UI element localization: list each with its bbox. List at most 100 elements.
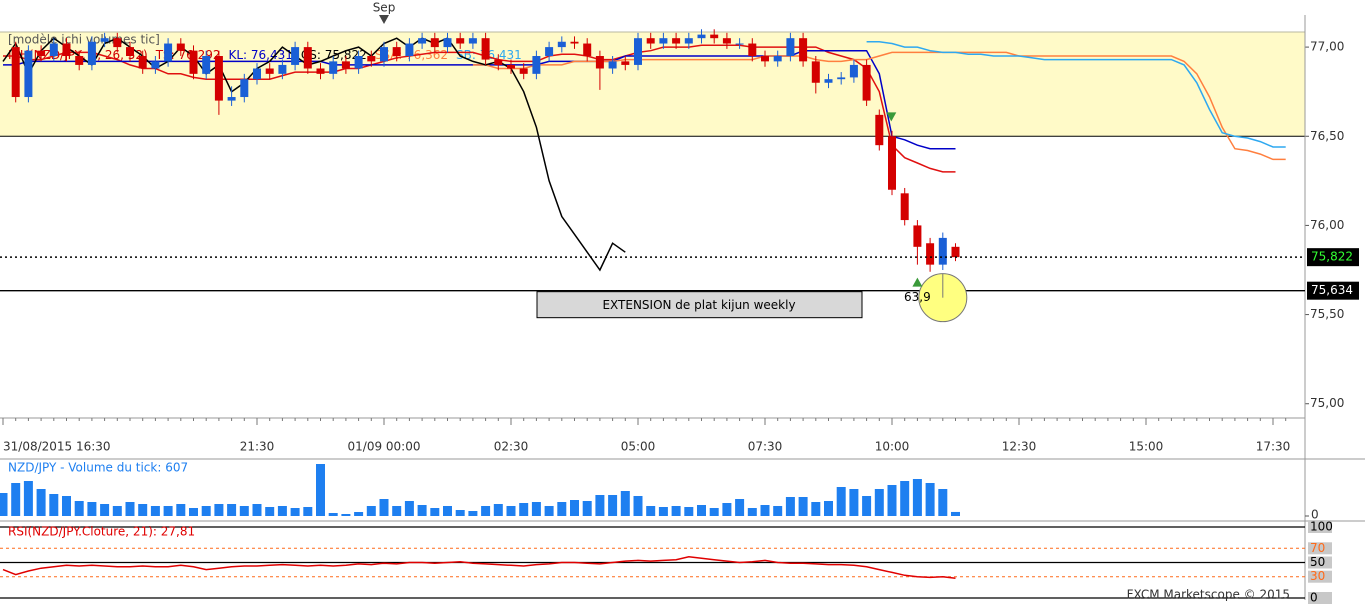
candle-body <box>49 43 58 57</box>
volume-bar <box>862 496 872 516</box>
candle-body <box>37 50 46 57</box>
volume-bar <box>747 508 757 516</box>
volume-bar <box>785 497 795 516</box>
volume-bar <box>938 489 948 516</box>
y-tick-label: 30 <box>1310 569 1325 583</box>
candle-body <box>786 38 795 57</box>
volume-bar <box>646 506 656 516</box>
volume-bar <box>633 496 643 516</box>
volume-bar <box>341 514 351 516</box>
volume-bar <box>798 497 808 516</box>
indicator-line <box>3 44 956 173</box>
candle-body <box>697 34 706 39</box>
candle-body <box>494 59 503 65</box>
volume-bar <box>620 491 630 516</box>
candle-body <box>951 246 960 258</box>
volume-bar <box>74 501 84 516</box>
candle-body <box>291 47 300 65</box>
x-tick-label: 31/08/2015 16:30 <box>3 440 111 454</box>
x-tick-label: 21:30 <box>240 440 275 454</box>
volume-bar <box>735 499 745 516</box>
candle-body <box>418 38 427 44</box>
tick-box <box>1308 542 1332 555</box>
volume-bar <box>912 479 922 516</box>
candle-body <box>799 38 808 62</box>
candle-body <box>608 61 617 69</box>
candle-body <box>443 38 452 48</box>
candle-body <box>138 56 147 69</box>
candle-body <box>722 38 731 44</box>
candle-body <box>164 43 173 62</box>
volume-bar <box>824 501 833 516</box>
volume-bar <box>49 494 59 516</box>
volume-bar <box>150 506 160 516</box>
candle-body <box>405 43 414 57</box>
candle-body <box>532 56 541 74</box>
price-label: 75,634 <box>1311 283 1353 297</box>
candle-body <box>24 50 33 98</box>
month-marker <box>379 15 389 24</box>
volume-bar <box>773 506 783 516</box>
indicator-line <box>2 37 626 272</box>
candle-body <box>761 56 769 62</box>
price-box <box>1307 248 1359 267</box>
candle-body <box>773 56 782 62</box>
candle-body <box>634 38 642 65</box>
volume-bar <box>417 505 427 516</box>
volume-bar <box>684 507 694 516</box>
candle-body <box>303 47 312 69</box>
volume-bar <box>595 495 605 516</box>
signal-arrow <box>886 112 897 122</box>
volume-bar <box>189 508 198 516</box>
marker-label: 63,9 <box>904 290 931 304</box>
volume-bar <box>112 506 122 516</box>
candle-body <box>316 68 325 74</box>
volume-bar <box>671 506 681 516</box>
y-tick-label: 100 <box>1310 520 1333 534</box>
candle-body <box>913 225 922 247</box>
candle-body <box>938 237 947 265</box>
volume-bar <box>557 502 567 516</box>
volume-bar <box>951 511 960 516</box>
y-tick-label: 70 <box>1310 541 1325 555</box>
candle-body <box>151 61 160 69</box>
volume-bar <box>227 504 237 516</box>
volume-bar <box>582 501 592 516</box>
volume-bar <box>404 501 414 516</box>
legend-part: CS: 75,822 <box>301 48 367 62</box>
volume-bar <box>265 507 275 516</box>
candle-body <box>176 43 185 51</box>
x-tick-label: 07:30 <box>748 440 783 454</box>
x-tick-label: 02:30 <box>494 440 529 454</box>
y-tick-label: 0 <box>1310 591 1318 604</box>
volume-bar <box>201 506 211 516</box>
candle-body <box>367 56 376 62</box>
rsi-line <box>2 556 956 580</box>
panel-title: NZD/JPY - Volume du tick: 607 <box>8 461 188 475</box>
month-label: Sep <box>373 1 396 15</box>
volume-bar <box>36 489 46 516</box>
x-tick-label: 12:30 <box>1002 440 1037 454</box>
indicator-line <box>472 51 1286 161</box>
price-box <box>1307 281 1359 300</box>
volume-bar <box>836 487 846 516</box>
candle-body <box>862 64 871 101</box>
price-label: 75,822 <box>1311 250 1353 264</box>
volume-bar <box>430 508 440 516</box>
volume-bar <box>455 510 465 516</box>
legend-part: KL: 76,431 <box>228 48 292 62</box>
volume-bar <box>531 502 541 516</box>
volume-bar <box>366 506 376 516</box>
volume-bar <box>138 504 148 516</box>
candle-body <box>646 38 655 44</box>
candle-body <box>278 64 287 74</box>
volume-bar <box>214 504 224 516</box>
candle-body <box>811 61 820 83</box>
candle-body <box>595 56 604 69</box>
volume-bar <box>328 513 338 516</box>
candle-body <box>888 136 896 190</box>
x-tick-label: 15:00 <box>1129 440 1164 454</box>
candle-body <box>240 79 249 98</box>
tick-box <box>1308 521 1332 533</box>
volume-bar <box>468 511 478 516</box>
